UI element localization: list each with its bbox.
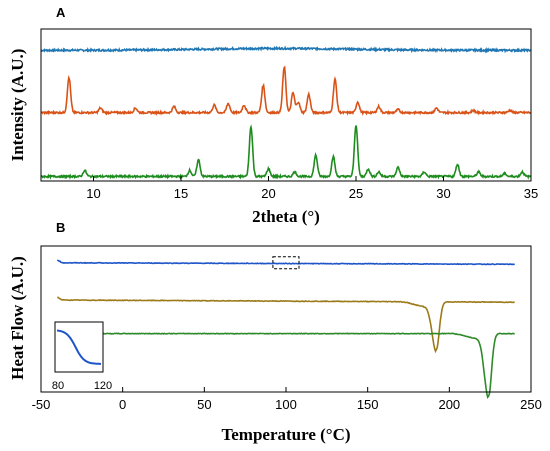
panel-b-x-tick-label: 200: [438, 397, 460, 412]
panel-b-label: B: [56, 220, 65, 235]
panel-b-x-tick-label: -50: [32, 397, 51, 412]
panel-a-x-tick-label: 20: [261, 186, 275, 201]
panel-b-x-tick-label: 150: [357, 397, 379, 412]
panel-b: B 80 120 -50 0 50 100 150 200 250 Temperature …: [8, 220, 542, 444]
dsc-series-1: [56, 259, 515, 266]
inset-tick-left: 80: [52, 380, 64, 392]
panel-a-y-axis-title: Intensity (A.U.): [8, 49, 27, 162]
panel-b-x-tick-label: 0: [119, 397, 126, 412]
panel-b-axes-frame: [40, 245, 532, 393]
panel-b-x-axis-title: Temperature (°C): [221, 425, 350, 444]
xrd-series-1: [40, 45, 532, 54]
xrd-series-2: [40, 65, 531, 117]
panel-b-x-ticks: -50 0 50 100 150 200 250: [32, 387, 542, 412]
panel-b-x-tick-label: 250: [520, 397, 542, 412]
panel-a-x-tick-label: 30: [436, 186, 450, 201]
inset-plot: 80 120: [52, 321, 112, 392]
zoom-region-box: [272, 256, 300, 270]
panel-a-x-tick-label: 35: [524, 186, 538, 201]
panel-a-x-tick-label: 10: [86, 186, 100, 201]
xrd-series-3: [40, 123, 532, 180]
panel-b-y-axis-title: Heat Flow (A.U.): [8, 256, 27, 380]
panel-a-label: A: [56, 5, 66, 20]
panel-a-axes-frame: [40, 28, 532, 182]
dsc-series-2: [57, 296, 515, 354]
dsc-series-3: [56, 329, 515, 399]
panel-b-x-tick-label: 100: [275, 397, 297, 412]
panel-a-x-tick-label: 15: [174, 186, 188, 201]
panel-a: A 10 15 20 25 30 35 2theta (°) Intensity (A.U…: [8, 5, 538, 226]
inset-tick-right: 120: [94, 380, 112, 392]
panel-a-x-tick-label: 25: [349, 186, 363, 201]
panel-a-x-axis-title: 2theta (°): [252, 207, 320, 226]
panel-a-curves: [40, 45, 532, 180]
panel-b-curves: [56, 259, 515, 399]
panel-b-x-tick-label: 50: [197, 397, 211, 412]
panel-a-x-ticks: 10 15 20 25 30 35: [86, 176, 538, 201]
inset-curve: [56, 329, 101, 365]
